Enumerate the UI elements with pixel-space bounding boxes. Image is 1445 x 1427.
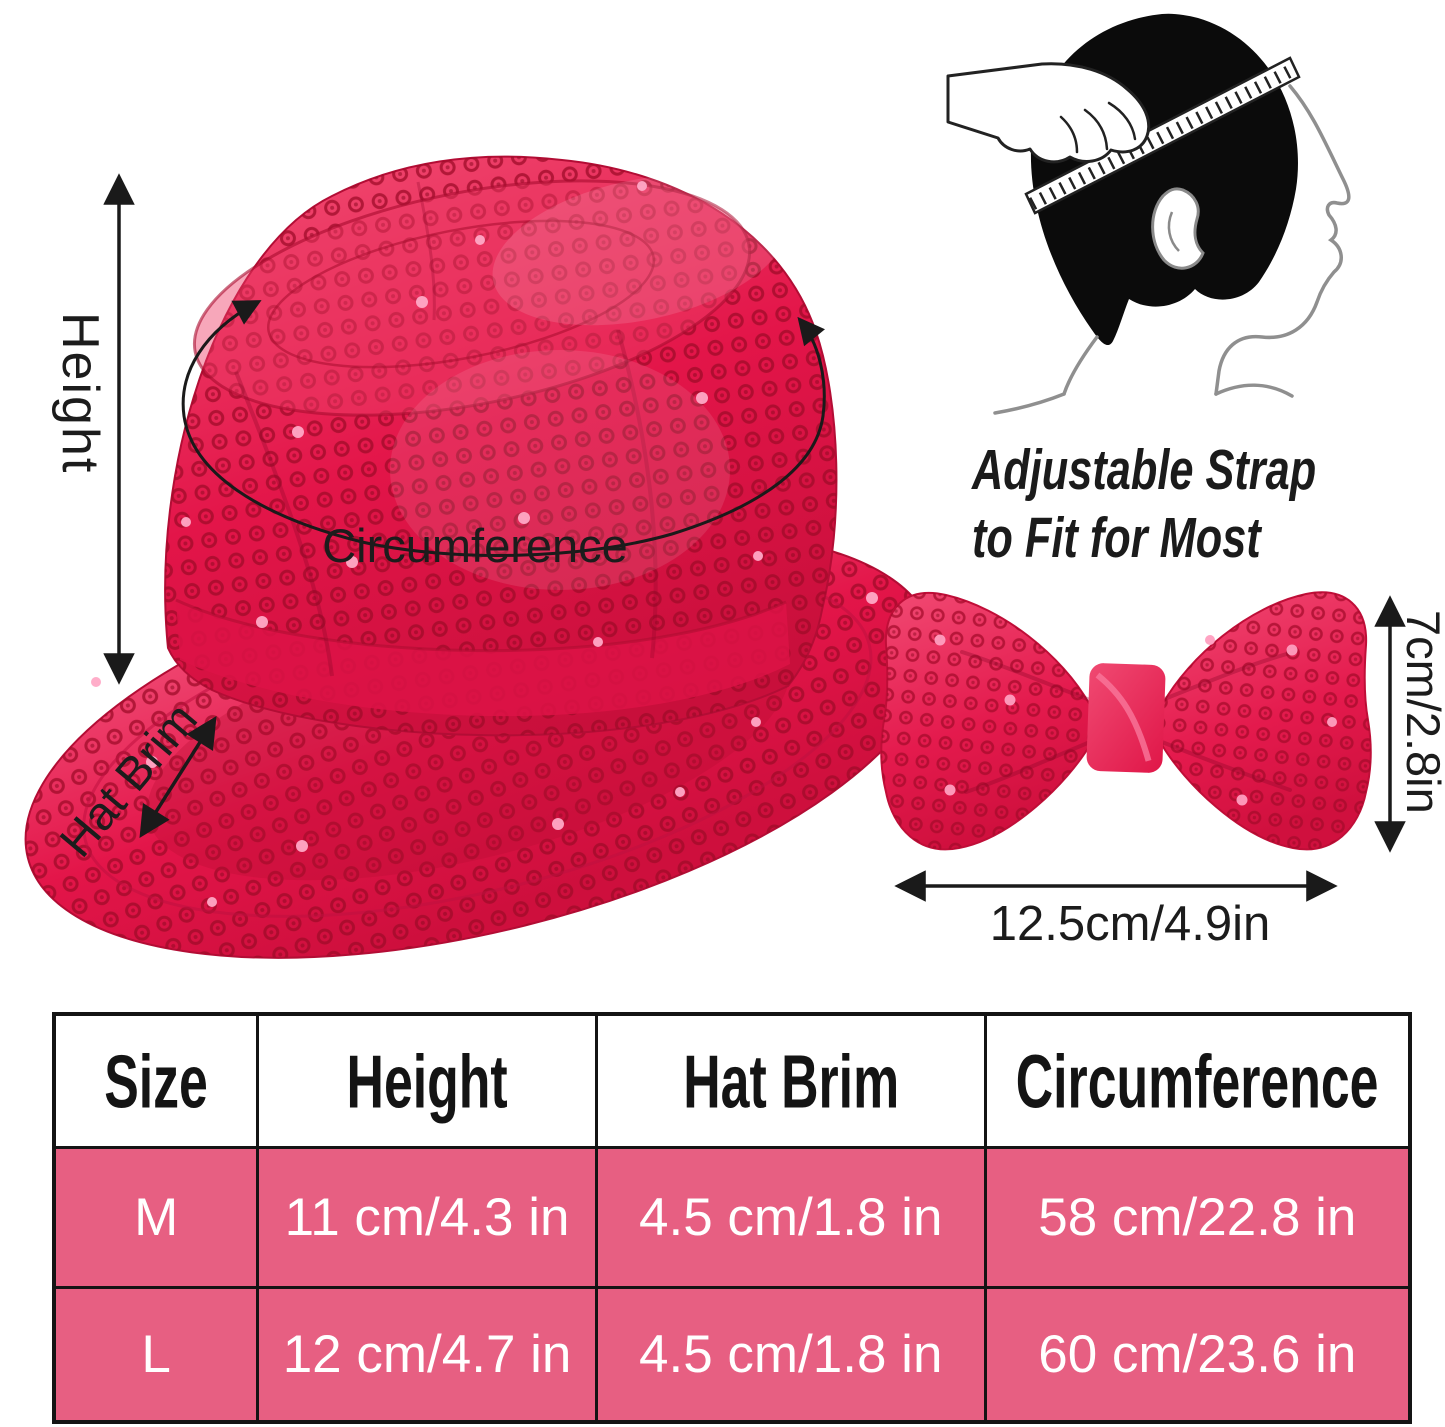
- bowtie-height-dimension: 7cm/2.8in: [1397, 610, 1445, 814]
- size-table-header-hat-brim: Hat Brim: [597, 1016, 984, 1147]
- table-row-m-size: M: [56, 1149, 257, 1286]
- table-row-m-hat-brim: 4.5 cm/1.8 in: [597, 1149, 984, 1286]
- header-hat-brim-text: Hat Brim: [682, 1038, 899, 1124]
- hat-brim-arrow: [139, 716, 217, 838]
- sequin-hat-illustration: [24, 155, 936, 959]
- hat-height-label: Height: [51, 312, 109, 475]
- circumference-ellipse-arrow: [181, 300, 826, 557]
- strap-note-line2: to Fit for Most: [972, 506, 1261, 570]
- size-table-header-size: Size: [56, 1016, 257, 1147]
- head-measuring-illustration: [946, 13, 1351, 415]
- face-profile-outline: [1214, 84, 1351, 396]
- size-table-header-circumference: Circumference: [986, 1016, 1408, 1147]
- strap-note-line1: Adjustable Strap: [972, 438, 1317, 502]
- table-row-l-hat-brim: 4.5 cm/1.8 in: [597, 1288, 984, 1420]
- table-row-l-size: L: [56, 1288, 257, 1420]
- ear: [1151, 187, 1205, 270]
- header-height-text: Height: [346, 1038, 508, 1124]
- bowtie-width-dimension: 12.5cm/4.9in: [989, 897, 1271, 951]
- table-row-m-height: 11 cm/4.3 in: [259, 1149, 595, 1286]
- hat-circumference-label: Circumference: [322, 519, 628, 572]
- measuring-hand: [946, 62, 1151, 164]
- header-size-text: Size: [104, 1038, 208, 1124]
- table-row-l-circumference: 60 cm/23.6 in: [986, 1288, 1408, 1420]
- measuring-tape: [1024, 56, 1301, 215]
- size-table: Size Height Hat Brim Circumference M 11 …: [52, 1012, 1412, 1424]
- bow-tie-illustration: [880, 591, 1372, 851]
- header-circumference-text: Circumference: [1015, 1038, 1379, 1124]
- size-table-header-height: Height: [259, 1016, 595, 1147]
- table-row-m-circumference: 58 cm/22.8 in: [986, 1149, 1408, 1286]
- adjustable-strap-note: Adjustable Strap to Fit for Most: [972, 436, 1322, 572]
- table-row-l-height: 12 cm/4.7 in: [259, 1288, 595, 1420]
